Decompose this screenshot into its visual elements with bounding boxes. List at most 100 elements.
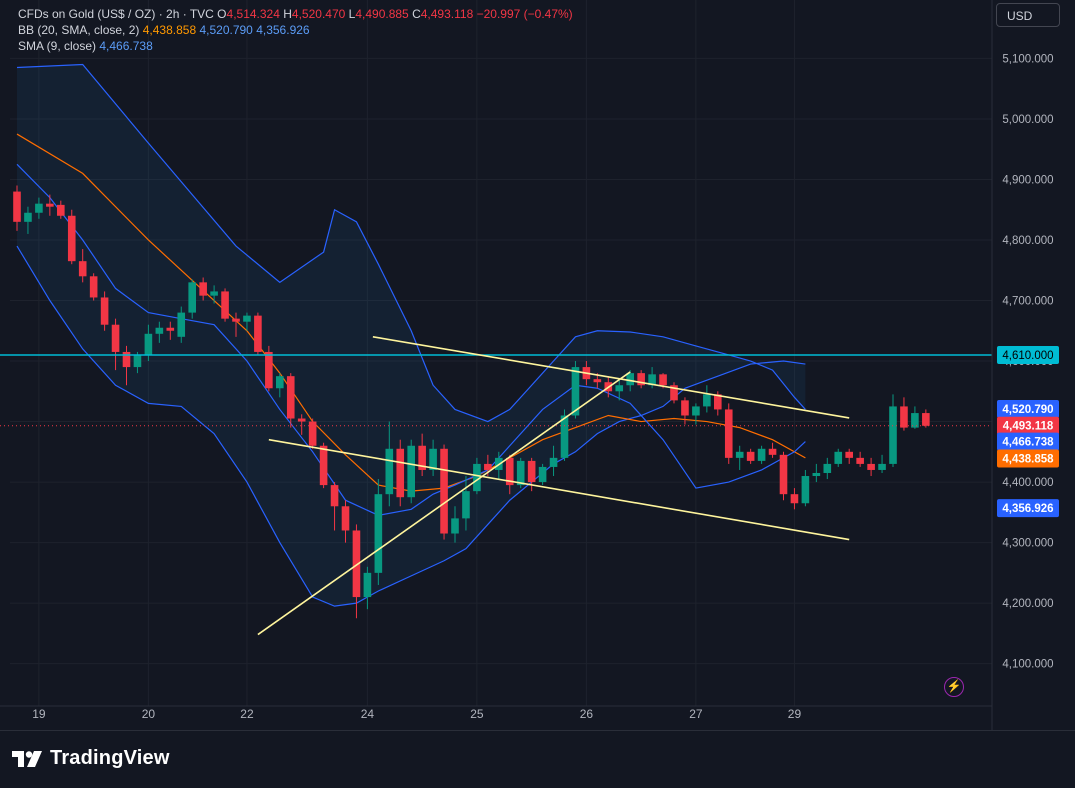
candle-body bbox=[210, 291, 218, 296]
legend-bb-row[interactable]: BB (20, SMA, close, 2) 4,438.858 4,520.7… bbox=[18, 22, 573, 38]
candle-body bbox=[341, 506, 350, 531]
trendlines bbox=[0, 336, 992, 636]
brand-name: TradingView bbox=[50, 747, 170, 769]
trendline bbox=[372, 336, 850, 419]
candle-body bbox=[166, 327, 175, 331]
candle-body bbox=[505, 457, 514, 486]
candle-body bbox=[900, 406, 908, 428]
price-tag bbox=[997, 499, 1059, 518]
candle-body bbox=[330, 485, 339, 507]
candle-body bbox=[46, 203, 54, 207]
bollinger-band-fill bbox=[17, 64, 806, 607]
close-value: 4,493.118 bbox=[420, 7, 474, 21]
candle-body bbox=[527, 460, 536, 483]
candle-body bbox=[735, 451, 744, 458]
candle-body bbox=[801, 476, 810, 504]
candle-body bbox=[133, 354, 142, 368]
candle-body bbox=[407, 445, 415, 498]
candle-body bbox=[911, 413, 919, 428]
candle-body bbox=[297, 418, 306, 422]
tradingview-logo[interactable]: TradingView bbox=[12, 747, 170, 770]
bb-band-area bbox=[17, 64, 806, 607]
candle-body bbox=[757, 448, 766, 461]
candle-body bbox=[670, 385, 678, 401]
candle-body bbox=[889, 406, 897, 464]
price-tag-label: 4,438.858 bbox=[1002, 454, 1054, 466]
bb-lower-value: 4,356.926 bbox=[256, 23, 310, 37]
candle-body bbox=[516, 460, 525, 486]
candle-body bbox=[385, 448, 394, 495]
candle-body bbox=[67, 215, 76, 262]
candle-body bbox=[834, 451, 843, 464]
candle-body bbox=[659, 374, 667, 386]
candle-body bbox=[254, 315, 262, 352]
candle-body bbox=[144, 333, 153, 355]
candle-body bbox=[473, 463, 481, 492]
candle-body bbox=[319, 445, 328, 486]
candle-body bbox=[188, 282, 196, 313]
bb-basis-value: 4,438.858 bbox=[142, 23, 197, 37]
candle-body bbox=[122, 351, 131, 368]
footer: TradingView bbox=[0, 730, 1075, 788]
candle-body bbox=[308, 421, 317, 446]
candle-body bbox=[221, 291, 229, 319]
y-tick-label: 4,300.000 bbox=[1002, 538, 1053, 550]
symbol-name[interactable]: CFDs on Gold (US$ / OZ) · 2h · TVC bbox=[18, 7, 214, 21]
candle-body bbox=[78, 261, 87, 277]
axes: 5,100.000 5,000.000 4,900.000 4,800.000 4,70… bbox=[0, 0, 1059, 730]
candle-body bbox=[626, 373, 634, 386]
y-tick-label: 4,400.000 bbox=[1002, 477, 1053, 489]
candle-body bbox=[24, 212, 32, 222]
price-tag-label: 4,520.790 bbox=[1002, 404, 1053, 416]
candle-body bbox=[538, 466, 547, 483]
candle-body bbox=[363, 572, 372, 598]
open-value: 4,514.324 bbox=[226, 7, 280, 21]
candle-body bbox=[111, 324, 120, 352]
candle-body bbox=[560, 415, 569, 458]
candle-body bbox=[867, 463, 875, 470]
candle-body bbox=[232, 318, 240, 322]
candle-body bbox=[199, 282, 207, 296]
candle-body bbox=[812, 472, 821, 477]
hline-price-label: 4,610.000 bbox=[1002, 350, 1053, 362]
legend-ohlc-row: CFDs on Gold (US$ / OZ) · 2h · TVC O4,51… bbox=[18, 6, 573, 22]
candle-body bbox=[35, 203, 43, 213]
candle-body bbox=[276, 376, 284, 389]
candle-body bbox=[856, 457, 864, 464]
chart-area[interactable]: 5,100.000 5,000.000 4,900.000 4,800.000 4,70… bbox=[0, 0, 1075, 730]
candle-body bbox=[155, 327, 164, 334]
candle-body bbox=[429, 448, 437, 470]
candle-body bbox=[823, 463, 832, 473]
candle-body bbox=[396, 448, 405, 498]
x-tick-label: 19 bbox=[32, 707, 46, 721]
lightning-icon[interactable]: ⚡ bbox=[944, 677, 964, 697]
y-tick-label: 4,800.000 bbox=[1002, 235, 1053, 247]
x-tick-label: 26 bbox=[580, 707, 594, 721]
bb-label: BB (20, SMA, close, 2) bbox=[18, 23, 140, 37]
low-value: 4,490.885 bbox=[355, 7, 409, 21]
y-tick-label: 4,100.000 bbox=[1002, 659, 1053, 671]
sma-line bbox=[16, 163, 806, 516]
candle-body bbox=[440, 448, 448, 534]
candle-body bbox=[286, 376, 295, 419]
high-label: H bbox=[283, 7, 292, 21]
price-tag-label: 4,356.926 bbox=[1002, 503, 1053, 515]
candle-body bbox=[13, 191, 21, 222]
trendline bbox=[257, 371, 631, 636]
price-tag bbox=[997, 399, 1059, 418]
bb-lower-line bbox=[16, 245, 806, 607]
currency-button[interactable]: USD bbox=[996, 3, 1060, 27]
x-tick-label: 25 bbox=[470, 707, 484, 721]
hline-price-tag bbox=[997, 345, 1059, 364]
candle-body bbox=[845, 451, 853, 458]
price-tag bbox=[997, 416, 1059, 435]
candle-body bbox=[462, 491, 470, 519]
price-chart[interactable]: 5,100.000 5,000.000 4,900.000 4,800.000 4,70… bbox=[0, 0, 1075, 730]
candle-body bbox=[571, 367, 580, 416]
candle-body bbox=[484, 463, 492, 470]
legend-sma-row[interactable]: SMA (9, close) 4,466.738 bbox=[18, 38, 573, 54]
candle-body bbox=[703, 394, 711, 407]
price-tag-label: 4,466.738 bbox=[1002, 437, 1054, 449]
y-tick-label: 4,900.000 bbox=[1002, 174, 1053, 186]
candle-body bbox=[265, 351, 273, 389]
